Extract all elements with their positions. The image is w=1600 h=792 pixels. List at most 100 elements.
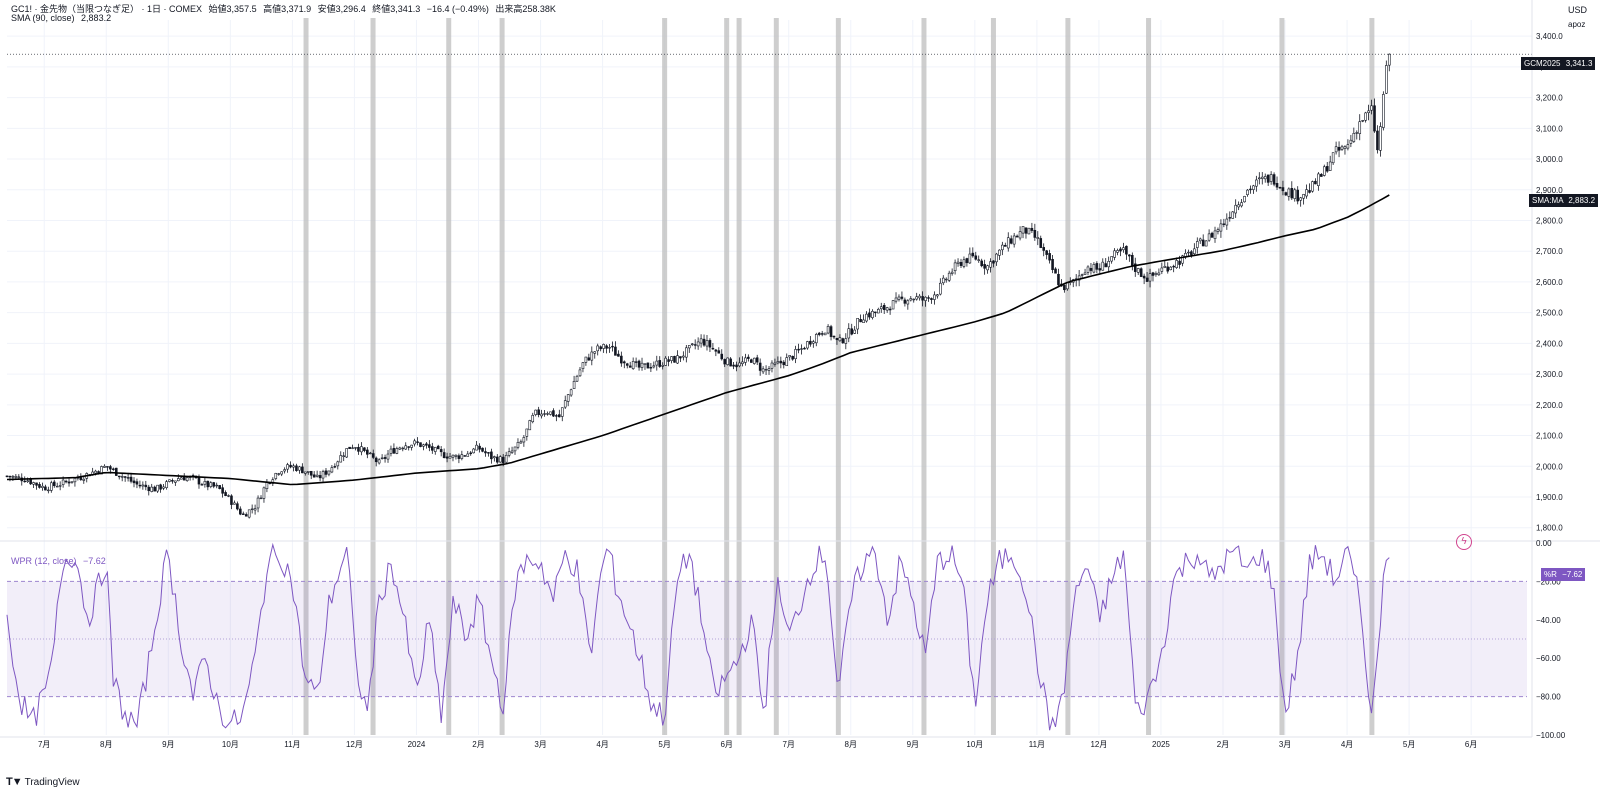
candle-body bbox=[764, 368, 768, 371]
alert-bolt-icon[interactable]: ϟ bbox=[1456, 534, 1472, 550]
candle-body bbox=[203, 481, 207, 485]
candle-body bbox=[1346, 144, 1350, 149]
candle-body bbox=[398, 447, 402, 450]
wpr-legend[interactable]: WPR (12, close) −7.62 bbox=[11, 556, 106, 566]
price-tick-label: 2,700.0 bbox=[1536, 247, 1563, 256]
footer-brand[interactable]: T▼ TradingView bbox=[6, 776, 80, 788]
x-tick-label: 10月 bbox=[966, 740, 983, 749]
candle-body bbox=[1275, 183, 1279, 188]
wpr-tick-label: 0.00 bbox=[1536, 539, 1552, 548]
candle-body bbox=[912, 298, 916, 301]
candle-body bbox=[1311, 181, 1314, 192]
vertical-marker bbox=[303, 18, 309, 735]
candle-body bbox=[593, 351, 597, 354]
candle-body bbox=[924, 296, 927, 301]
axes: 1,800.0 1,900.0 2,000.0 2,100.0 2,200.0 2,300… bbox=[0, 0, 1600, 749]
candle-body bbox=[274, 472, 278, 479]
candle-body bbox=[510, 450, 514, 453]
candle-body bbox=[259, 497, 263, 500]
candle-body bbox=[788, 355, 791, 358]
sma-legend[interactable]: SMA (90, close) 2,883.2 bbox=[11, 13, 111, 23]
candle-body bbox=[428, 444, 431, 448]
candle-body bbox=[224, 492, 227, 496]
candle-body bbox=[324, 470, 328, 475]
candle-body bbox=[1027, 227, 1031, 235]
candle-body bbox=[776, 361, 780, 364]
wpr-tick-label: −20.00 bbox=[1536, 577, 1561, 586]
candle-body bbox=[941, 277, 945, 284]
candle-body bbox=[797, 348, 800, 351]
x-tick-label: 4月 bbox=[1341, 740, 1353, 749]
price-tick-label: 3,000.0 bbox=[1536, 155, 1563, 164]
candle-body bbox=[817, 332, 821, 335]
x-tick-label: 2025 bbox=[1152, 740, 1170, 749]
candle-body bbox=[469, 452, 473, 455]
candle-body bbox=[5, 475, 9, 478]
candle-body bbox=[826, 326, 830, 334]
candle-body bbox=[879, 306, 883, 310]
candle-body bbox=[702, 338, 706, 346]
candle-body bbox=[401, 447, 405, 450]
x-tick-label: 6月 bbox=[720, 740, 732, 749]
candle-body bbox=[197, 476, 201, 485]
symbol-line: GC1! · 金先物（当限つなぎ足） · 1日 · COMEX bbox=[11, 4, 203, 14]
candle-body bbox=[410, 444, 413, 448]
price-tick-label: 2,100.0 bbox=[1536, 432, 1563, 441]
x-tick-label: 10月 bbox=[222, 740, 239, 749]
candle-body bbox=[106, 466, 109, 468]
candle-body bbox=[256, 497, 260, 509]
candle-body bbox=[422, 444, 425, 447]
candle-body bbox=[823, 332, 827, 336]
candle-body bbox=[1148, 273, 1152, 282]
candle-body bbox=[1139, 268, 1143, 277]
candle-body bbox=[253, 508, 257, 511]
candle-body bbox=[838, 337, 842, 342]
vertical-marker bbox=[724, 18, 730, 735]
candle-body bbox=[1175, 260, 1178, 268]
x-tick-label: 2月 bbox=[472, 740, 484, 749]
candle-body bbox=[1009, 238, 1013, 244]
candle-body bbox=[321, 471, 325, 479]
candle-body bbox=[431, 446, 434, 451]
candle-body bbox=[55, 485, 59, 488]
candle-body bbox=[333, 466, 337, 468]
price-series bbox=[5, 53, 1532, 519]
candle-body bbox=[1266, 174, 1270, 183]
candle-body bbox=[156, 484, 159, 492]
candle-body bbox=[962, 259, 966, 267]
candle-body bbox=[758, 362, 762, 371]
candle-body bbox=[117, 475, 121, 478]
candle-body bbox=[227, 495, 230, 497]
candle-body bbox=[528, 420, 532, 431]
candle-body bbox=[70, 481, 74, 483]
candle-body bbox=[298, 466, 301, 471]
candle-body bbox=[493, 456, 496, 459]
candle-body bbox=[32, 482, 35, 485]
candle-body bbox=[525, 428, 529, 437]
candle-body bbox=[206, 480, 210, 488]
candle-body bbox=[1033, 229, 1037, 238]
candle-body bbox=[744, 357, 747, 363]
candle-body bbox=[1302, 194, 1305, 199]
symbol-legend[interactable]: GC1! · 金先物（当限つなぎ足） · 1日 · COMEX 始値3,357.… bbox=[11, 2, 556, 15]
candle-body bbox=[472, 448, 475, 454]
candle-body bbox=[1107, 261, 1110, 268]
vertical-marker bbox=[499, 18, 505, 735]
candle-body bbox=[380, 457, 384, 460]
candle-body bbox=[708, 340, 712, 348]
tradingview-logo-icon: T▼ bbox=[6, 776, 23, 788]
candle-body bbox=[1228, 217, 1232, 219]
candle-body bbox=[481, 447, 484, 452]
candle-body bbox=[685, 347, 688, 358]
candle-body bbox=[165, 481, 168, 488]
candle-body bbox=[1379, 126, 1382, 151]
candle-body bbox=[980, 260, 983, 267]
scale-label[interactable]: apoz bbox=[1568, 20, 1586, 29]
candle-body bbox=[1045, 250, 1048, 255]
x-tick-label: 5月 bbox=[1403, 740, 1415, 749]
wpr-legend-value: −7.62 bbox=[83, 556, 106, 566]
currency-label[interactable]: USD bbox=[1568, 5, 1588, 15]
candle-body bbox=[747, 356, 750, 359]
candle-body bbox=[138, 484, 142, 487]
